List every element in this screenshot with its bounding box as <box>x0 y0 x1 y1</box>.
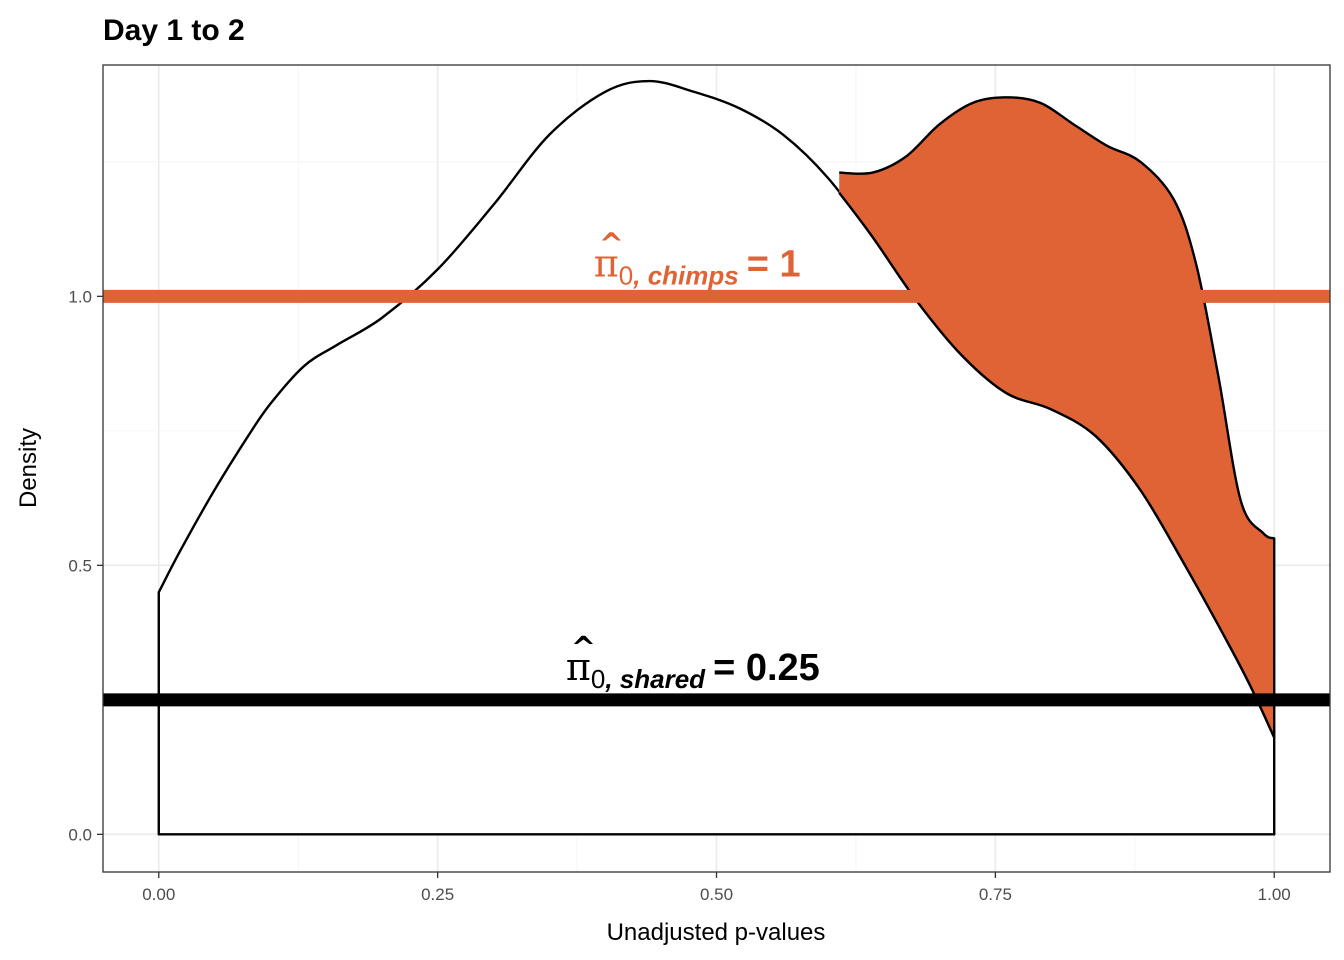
reference-lines <box>103 289 1330 707</box>
annotation-subscript: , chimps <box>632 260 738 290</box>
x-tick-label: 0.00 <box>142 885 175 904</box>
annotation-hat: ^ <box>571 631 596 666</box>
x-tick-label: 1.00 <box>1258 885 1291 904</box>
y-axis-title: Density <box>15 428 42 508</box>
density-areas <box>157 79 1276 836</box>
x-axis-title: Unadjusted p-values <box>607 919 826 946</box>
annotation-hat: ^ <box>599 227 624 262</box>
density-outline-chimps <box>839 96 1276 738</box>
annotation-zero: 0 <box>591 664 605 694</box>
x-tick-label: 0.75 <box>979 885 1012 904</box>
x-axis: 0.00 0.25 0.50 0.75 1.00 <box>142 872 1291 904</box>
y-tick-label: 0.0 <box>68 825 92 844</box>
annotation-zero: 0 <box>619 260 633 290</box>
annotation-pi: π <box>594 241 619 285</box>
annotation-equals: = 1 <box>747 243 801 285</box>
y-axis: 0.0 0.5 1.0 <box>68 287 103 844</box>
annotation-subscript: , shared <box>604 664 706 694</box>
x-tick-label: 0.50 <box>700 885 733 904</box>
y-tick-label: 0.5 <box>68 556 92 575</box>
annotation-equals: = 0.25 <box>713 647 820 689</box>
x-tick-label: 0.25 <box>421 885 454 904</box>
chart-title: Day 1 to 2 <box>103 14 245 47</box>
y-tick-label: 1.0 <box>68 287 92 306</box>
density-area-chimps <box>839 97 1275 738</box>
annotation-pi: π <box>566 645 591 689</box>
annotations: π0, chimps = 1^π0, shared = 0.25^ <box>566 227 820 694</box>
annotation-0: π0, chimps = 1 <box>594 241 801 290</box>
annotation-1: π0, shared = 0.25 <box>566 645 820 694</box>
